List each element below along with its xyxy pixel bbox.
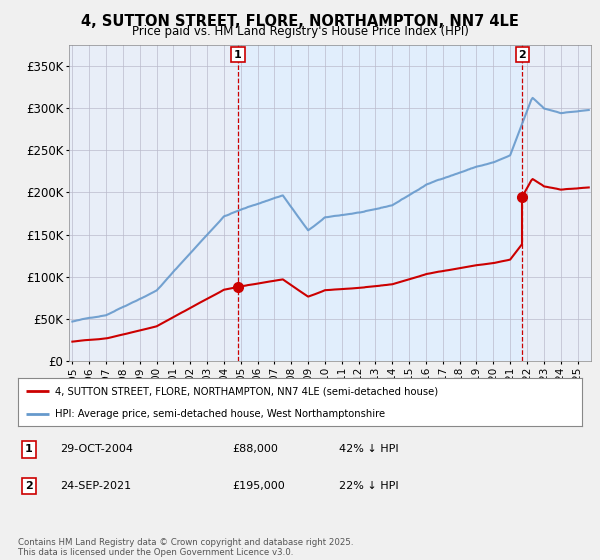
Text: 29-OCT-2004: 29-OCT-2004 bbox=[60, 445, 133, 454]
Text: 4, SUTTON STREET, FLORE, NORTHAMPTON, NN7 4LE (semi-detached house): 4, SUTTON STREET, FLORE, NORTHAMPTON, NN… bbox=[55, 386, 438, 396]
Text: 2: 2 bbox=[25, 481, 32, 491]
Text: Contains HM Land Registry data © Crown copyright and database right 2025.
This d: Contains HM Land Registry data © Crown c… bbox=[18, 538, 353, 557]
Text: 22% ↓ HPI: 22% ↓ HPI bbox=[340, 481, 399, 491]
Text: 1: 1 bbox=[25, 445, 32, 454]
Text: Price paid vs. HM Land Registry's House Price Index (HPI): Price paid vs. HM Land Registry's House … bbox=[131, 25, 469, 38]
Text: 24-SEP-2021: 24-SEP-2021 bbox=[60, 481, 131, 491]
Text: HPI: Average price, semi-detached house, West Northamptonshire: HPI: Average price, semi-detached house,… bbox=[55, 409, 385, 419]
Text: 2: 2 bbox=[518, 49, 526, 59]
Text: £88,000: £88,000 bbox=[232, 445, 278, 454]
Text: 4, SUTTON STREET, FLORE, NORTHAMPTON, NN7 4LE: 4, SUTTON STREET, FLORE, NORTHAMPTON, NN… bbox=[81, 14, 519, 29]
Text: 1: 1 bbox=[234, 49, 242, 59]
Text: £195,000: £195,000 bbox=[232, 481, 285, 491]
Text: 42% ↓ HPI: 42% ↓ HPI bbox=[340, 445, 399, 454]
Bar bbox=[238, 45, 522, 361]
